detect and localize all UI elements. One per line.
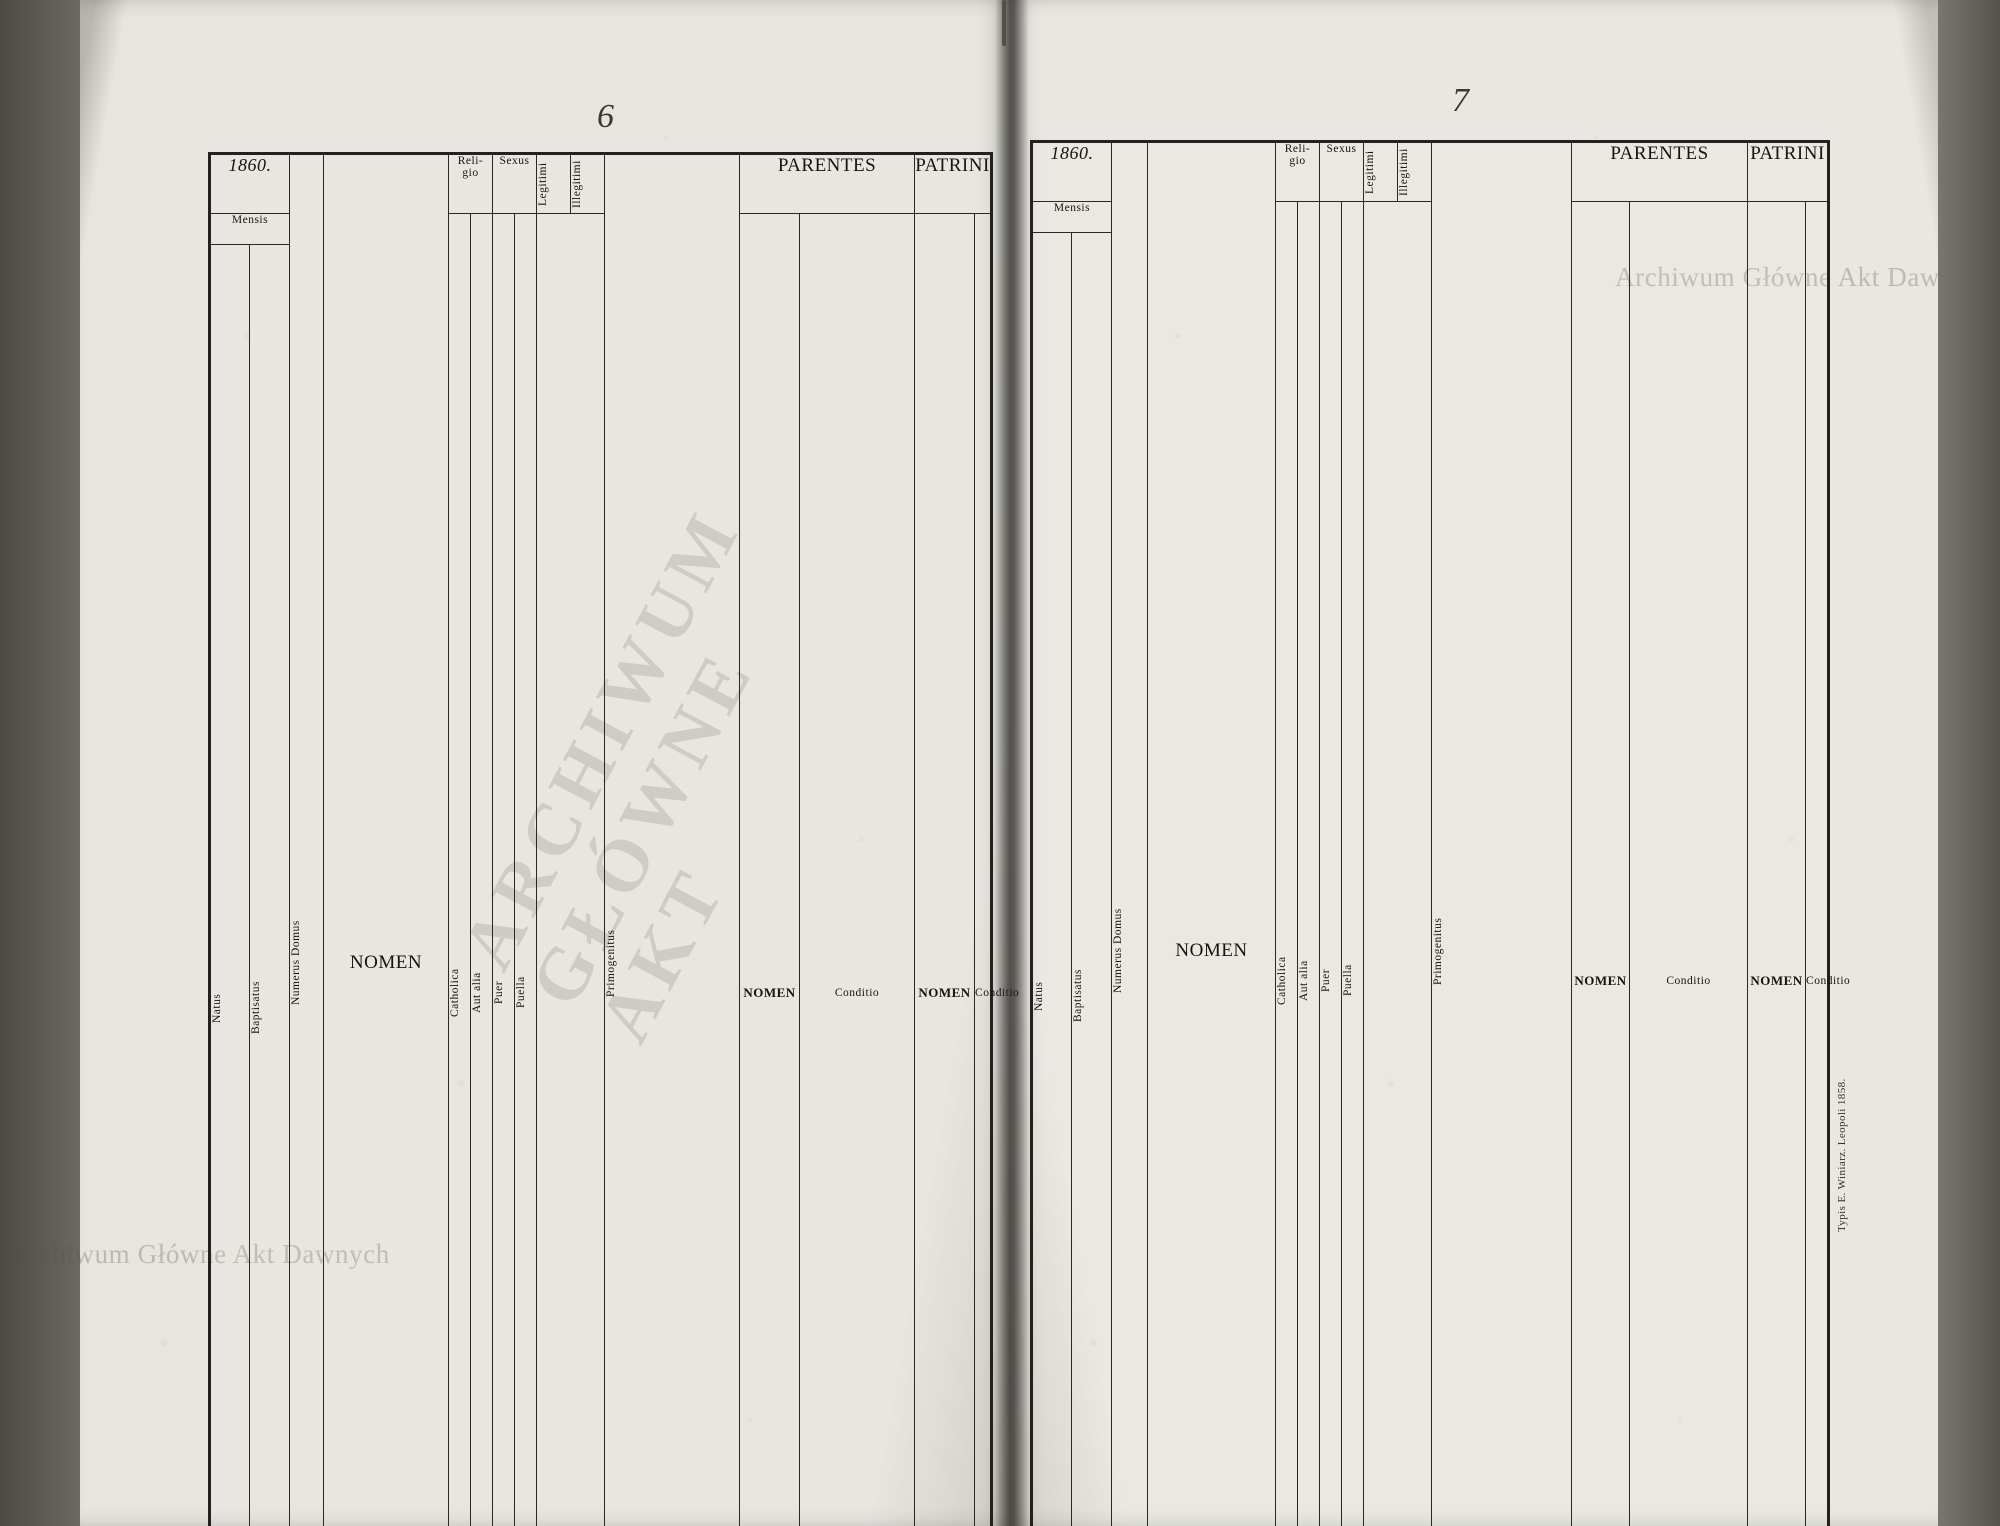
header-year-left: 1860.: [209, 153, 290, 214]
header-illegitimi-left: Illegitimi: [571, 160, 584, 208]
header-natus-right: Natus: [1033, 981, 1045, 1011]
header-puella-left: Puella: [515, 976, 527, 1009]
header-numerus-domus-right: Numerus Domus: [1112, 908, 1124, 994]
header-religio-right: Reli-gio: [1275, 141, 1320, 202]
header-patrini-conditio-left: Conditio: [974, 213, 1019, 1526]
header-nomen-child-left: NOMEN: [323, 153, 449, 1526]
header-year-right: 1860.: [1031, 141, 1112, 202]
header-mensis-left: Mensis: [209, 213, 290, 245]
header-thori-right: Thori: [1363, 201, 1433, 1526]
header-patrini-left: PATRINI: [914, 153, 992, 214]
header-legitimi-left: Legitimi: [537, 162, 550, 206]
header-parentes-conditio-left: Conditio: [799, 213, 916, 1526]
header-primogenitus-right: Primogenitus: [1432, 917, 1445, 985]
header-aut-alia-right: Aut alia: [1298, 960, 1310, 1001]
header-legitimi-right: Legitimi: [1364, 150, 1377, 194]
header-nomen-child-right: NOMEN: [1147, 141, 1276, 1526]
header-catholica-right: Catholica: [1276, 956, 1288, 1005]
header-parentes-nomen-left: NOMEN: [739, 213, 801, 1526]
header-puer-left: Puer: [493, 980, 505, 1005]
register-table-left: 1860. Numerus Domus NOMEN Reli-gio Sexus…: [208, 152, 1019, 1526]
header-baptisatus-right: Baptisatus: [1072, 969, 1084, 1023]
header-parentes-right: PARENTES: [1571, 141, 1749, 202]
printer-imprint: Typis E. Winiarz. Leopoli 1858.: [1836, 1078, 1848, 1232]
header-illegitimi-right: Illegitimi: [1398, 148, 1411, 196]
header-puella-right: Puella: [1342, 964, 1354, 997]
header-religio-left: Reli-gio: [448, 153, 493, 214]
header-mensis-right: Mensis: [1031, 201, 1112, 233]
header-natus-left: Natus: [211, 993, 223, 1023]
header-puer-right: Puer: [1320, 968, 1332, 993]
header-parentes-nomen-right: NOMEN: [1571, 201, 1631, 1526]
header-catholica-left: Catholica: [449, 968, 461, 1017]
header-patrini-nomen-right: NOMEN: [1747, 201, 1807, 1526]
header-sexus-left: Sexus: [491, 153, 538, 214]
folio-number-left: 6: [597, 98, 614, 135]
folio-number-right: 7: [1452, 82, 1469, 119]
header-parentes-left: PARENTES: [739, 153, 916, 214]
header-baptisatus-left: Baptisatus: [250, 981, 262, 1035]
header-patrini-nomen-left: NOMEN: [914, 213, 976, 1526]
book-gutter: [995, 0, 1029, 1526]
header-primogenitus-left: Primogenitus: [605, 929, 618, 997]
header-patrini-conditio-right: Conditio: [1805, 201, 1850, 1526]
header-thori-left: Thori: [536, 213, 606, 1526]
header-aut-alia-left: Aut alia: [471, 972, 483, 1013]
spine-thread: [1002, 0, 1006, 46]
register-table-right: 1860. Numerus Domus NOMEN Reli-gio Sexus…: [1030, 140, 1850, 1526]
header-patrini-right: PATRINI: [1747, 141, 1829, 202]
header-sexus-right: Sexus: [1318, 141, 1365, 202]
header-numerus-domus-left: Numerus Domus: [290, 920, 302, 1006]
header-parentes-conditio-right: Conditio: [1629, 201, 1749, 1526]
